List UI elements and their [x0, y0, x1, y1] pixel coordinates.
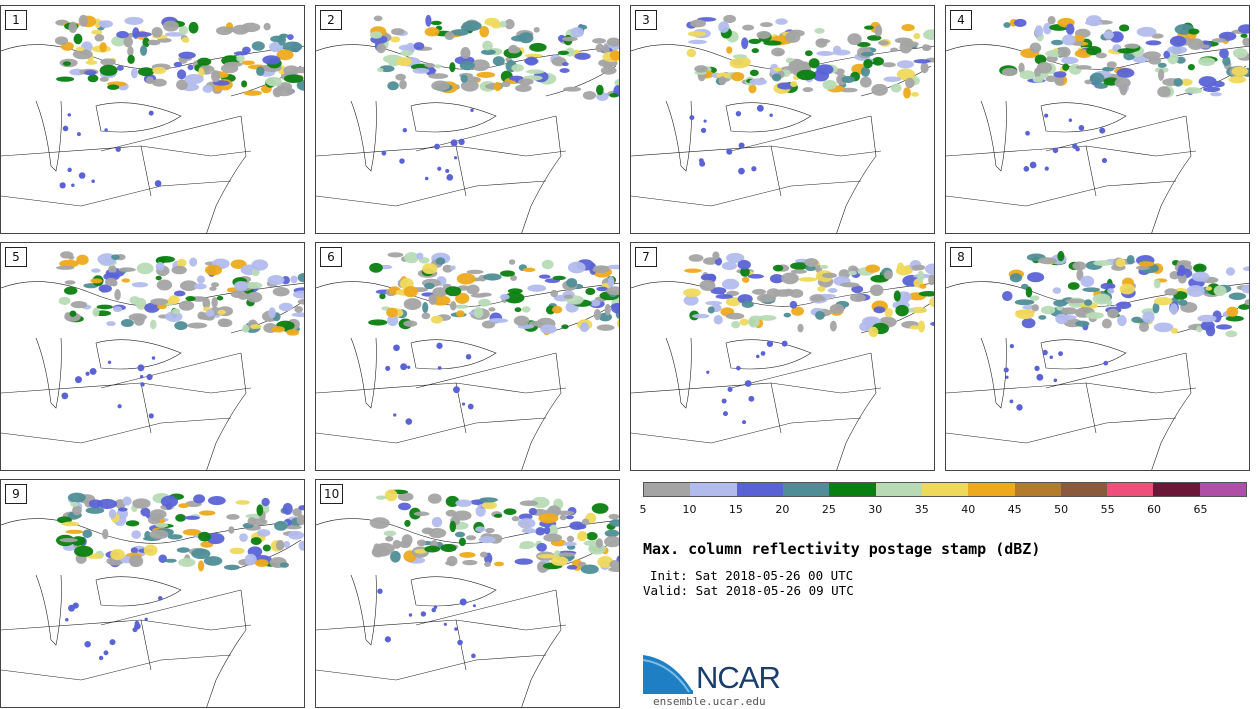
colorbar-tick: 15 — [728, 503, 743, 516]
member-number-label: 2 — [320, 10, 342, 30]
ensemble-member-panel[interactable]: 6 — [315, 242, 620, 471]
member-number-label: 8 — [950, 247, 972, 267]
colorbar-tick: 10 — [682, 503, 697, 516]
colorbar-tick: 30 — [868, 503, 883, 516]
member-number-label: 7 — [635, 247, 657, 267]
ncar-logo-text: NCAR — [696, 660, 781, 695]
reflectivity-colorbar — [643, 482, 1247, 497]
colorbar-tick: 50 — [1054, 503, 1069, 516]
ensemble-member-panel[interactable]: 2 — [315, 5, 620, 234]
colorbar-segment — [1014, 483, 1061, 496]
colorbar-tick: 55 — [1100, 503, 1115, 516]
colorbar-segment — [1153, 483, 1200, 496]
map-plot — [316, 252, 619, 470]
member-number-label: 1 — [5, 10, 27, 30]
map-plot — [946, 250, 1249, 470]
chart-title: Max. column reflectivity postage stamp (… — [643, 540, 1041, 558]
map-plot — [946, 15, 1249, 233]
map-plot — [316, 14, 619, 233]
colorbar-tick: 65 — [1193, 503, 1208, 516]
init-time: Init: Sat 2018-05-26 00 UTC — [650, 568, 854, 583]
colorbar-segment — [1060, 483, 1108, 496]
map-plot — [1, 492, 304, 707]
ensemble-member-panel[interactable]: 8 — [945, 242, 1250, 471]
map-plot — [1, 251, 304, 470]
colorbar-tick: 60 — [1147, 503, 1162, 516]
colorbar-tick-labels: 5 10 15 20 25 30 35 40 45 50 55 60 65 — [639, 503, 1247, 517]
colorbar-segment — [782, 483, 830, 496]
ensemble-member-panel[interactable]: 3 — [630, 5, 935, 234]
ensemble-member-panel[interactable]: 4 — [945, 5, 1250, 234]
ensemble-member-panel[interactable]: 1 — [0, 5, 305, 234]
colorbar-segment — [690, 483, 737, 496]
colorbar-tick: 45 — [1007, 503, 1022, 516]
member-number-label: 10 — [320, 484, 344, 504]
member-number-label: 5 — [5, 247, 27, 267]
map-plot — [316, 489, 619, 707]
colorbar-segment — [968, 483, 1015, 496]
colorbar-tick: 25 — [821, 503, 836, 516]
map-plot — [631, 251, 934, 470]
colorbar-segment — [644, 483, 691, 496]
colorbar-tick: 35 — [914, 503, 929, 516]
valid-time: Valid: Sat 2018-05-26 09 UTC — [643, 583, 854, 598]
ncar-logo-icon[interactable] — [643, 652, 793, 697]
member-number-label: 9 — [5, 484, 27, 504]
member-number-label: 6 — [320, 247, 342, 267]
map-plot — [631, 14, 934, 233]
colorbar-segment — [875, 483, 922, 496]
map-plot — [1, 14, 304, 233]
ensemble-member-panel[interactable]: 9 — [0, 479, 305, 708]
colorbar-tick: 5 — [639, 503, 647, 516]
colorbar-tick: 40 — [961, 503, 976, 516]
colorbar-tick: 20 — [775, 503, 790, 516]
member-number-label: 4 — [950, 10, 972, 30]
colorbar-segment — [921, 483, 969, 496]
ensemble-member-panel[interactable]: 7 — [630, 242, 935, 471]
colorbar-segment — [829, 483, 876, 496]
ensemble-member-panel[interactable]: 10 — [315, 479, 620, 708]
colorbar-segment — [736, 483, 783, 496]
ensemble-member-panel[interactable]: 5 — [0, 242, 305, 471]
colorbar-segment — [1107, 483, 1154, 496]
site-url[interactable]: ensemble.ucar.edu — [653, 695, 766, 708]
member-number-label: 3 — [635, 10, 657, 30]
colorbar-segment — [1199, 483, 1247, 496]
